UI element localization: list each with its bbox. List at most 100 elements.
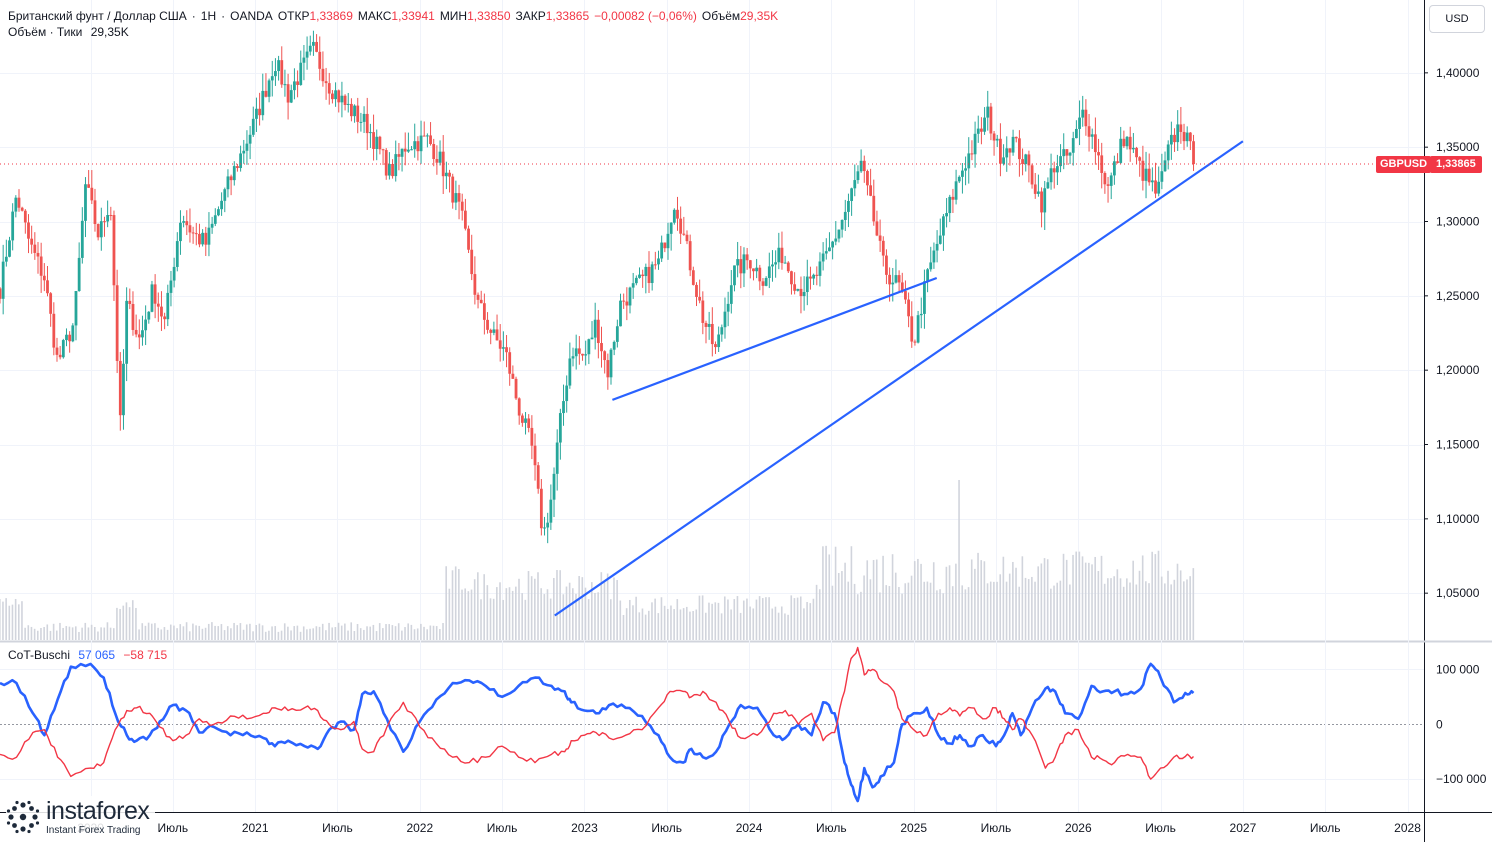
candle — [511, 365, 515, 379]
candle — [163, 312, 167, 330]
volume-bar — [293, 626, 296, 640]
volume-bar — [518, 578, 520, 640]
candle — [1014, 136, 1018, 143]
volume-bar — [249, 623, 251, 640]
volume-bar — [106, 622, 109, 640]
candle — [1005, 136, 1009, 172]
candle — [530, 415, 534, 460]
volume-bar — [331, 627, 334, 640]
volume-bar — [920, 563, 922, 640]
candle — [714, 341, 717, 354]
volume-bar — [62, 627, 64, 640]
volume-bar — [201, 628, 204, 640]
candle — [1176, 110, 1180, 151]
candle — [419, 120, 423, 164]
volume-bar — [825, 545, 827, 640]
currency-button[interactable]: USD — [1429, 5, 1485, 33]
volume-bar — [793, 598, 796, 640]
candle — [175, 232, 179, 272]
volume-bar — [543, 594, 546, 640]
volume-bar — [1103, 583, 1106, 640]
trendlines[interactable] — [0, 140, 1424, 617]
volume-bar — [369, 626, 372, 640]
candle — [236, 163, 239, 172]
volume-bar — [1005, 581, 1008, 640]
price-axis[interactable]: 1,40000 1,35000 1,30000 1,25000 1,20000 1,150… — [1424, 66, 1480, 600]
candle — [932, 242, 936, 269]
volume-bar — [169, 624, 172, 640]
volume-bar — [910, 575, 913, 640]
candle — [745, 247, 749, 270]
candle — [1018, 130, 1021, 177]
volume-bar — [1138, 570, 1141, 640]
cot-indicator-header[interactable]: CoT-Buschi 57 065 −58 715 — [8, 648, 172, 662]
candle — [910, 301, 914, 348]
candle — [1185, 126, 1189, 147]
volume-bar — [30, 626, 33, 640]
volume-bar — [1119, 578, 1122, 640]
candle — [213, 208, 217, 227]
volume-bar — [36, 630, 39, 640]
volume-bar — [258, 623, 261, 640]
candle — [93, 188, 97, 232]
candle — [144, 305, 148, 346]
volume-bar — [565, 586, 568, 640]
volume-bar — [391, 625, 394, 640]
volume-bar — [173, 625, 175, 640]
volume-bar — [242, 629, 245, 640]
volume-bar — [610, 599, 612, 640]
volume-bar — [1088, 562, 1090, 640]
volume-bar — [451, 570, 454, 640]
candle — [375, 129, 379, 161]
volume-bar — [1043, 558, 1046, 640]
candle — [603, 350, 607, 374]
time-tick-label: 2024 — [736, 821, 763, 835]
candle — [999, 123, 1002, 177]
volume-bar — [375, 631, 378, 640]
volume-indicator-header[interactable]: Объём · Тики 29,35K — [8, 25, 134, 39]
candle — [160, 291, 163, 331]
candle — [897, 270, 901, 292]
symbol-name[interactable]: Британский фунт / Доллар США — [8, 9, 187, 23]
candles — [0, 30, 1195, 544]
volume-bar — [347, 630, 349, 640]
candle — [36, 242, 40, 274]
candle — [1093, 117, 1097, 165]
candle — [1081, 95, 1085, 127]
candle — [1112, 155, 1116, 185]
time-axis[interactable]: 2020Июль2021Июль2022Июль2023Июль2024Июль… — [77, 821, 1421, 835]
candle — [403, 132, 407, 166]
volume-bar — [540, 588, 542, 640]
candle — [96, 223, 100, 241]
volume-bar — [290, 630, 292, 640]
volume-bar — [1084, 562, 1087, 640]
candle — [280, 46, 284, 88]
candle — [942, 213, 945, 251]
trendline[interactable] — [554, 140, 1244, 617]
candle — [666, 222, 670, 260]
candle — [84, 177, 87, 238]
trendline[interactable] — [612, 276, 938, 401]
volume-bar — [1170, 584, 1172, 640]
volume-bar — [429, 625, 432, 640]
volume-bar — [758, 596, 761, 640]
candle — [460, 193, 464, 221]
volume-bar — [378, 623, 381, 640]
timeframe[interactable]: 1Н — [200, 9, 217, 23]
volume-bar — [245, 624, 248, 640]
volume-bar — [356, 624, 359, 640]
candle — [1169, 121, 1173, 160]
volume-bar — [334, 627, 337, 640]
volume-bar — [549, 598, 552, 640]
volume-bar — [366, 626, 368, 640]
volume-bar — [1031, 576, 1033, 640]
candle — [1182, 123, 1186, 151]
time-tick-label: 2025 — [900, 821, 927, 835]
volume-bar — [353, 630, 356, 640]
candle — [315, 34, 318, 53]
volume-bar — [613, 577, 615, 640]
candle — [270, 60, 274, 97]
volume-bar — [1081, 556, 1084, 640]
candle — [710, 307, 714, 357]
